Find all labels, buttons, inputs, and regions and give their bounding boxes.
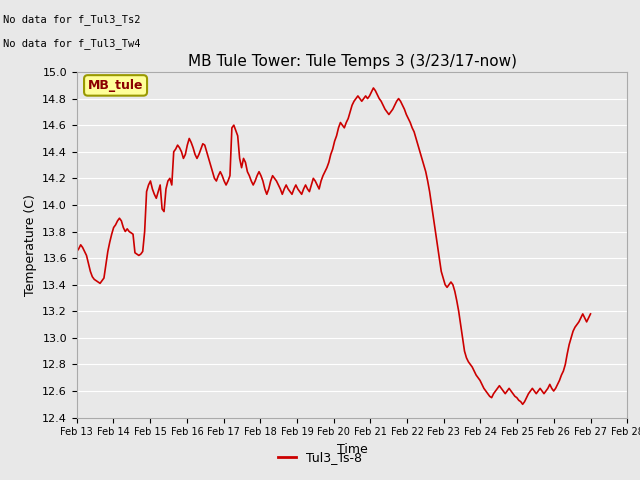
- Text: MB_tule: MB_tule: [88, 79, 143, 92]
- Text: No data for f_Tul3_Tw4: No data for f_Tul3_Tw4: [3, 38, 141, 49]
- Text: No data for f_Tul3_Ts2: No data for f_Tul3_Ts2: [3, 14, 141, 25]
- Title: MB Tule Tower: Tule Temps 3 (3/23/17-now): MB Tule Tower: Tule Temps 3 (3/23/17-now…: [188, 54, 516, 70]
- Y-axis label: Temperature (C): Temperature (C): [24, 194, 36, 296]
- Legend: Tul3_Ts-8: Tul3_Ts-8: [273, 446, 367, 469]
- X-axis label: Time: Time: [337, 443, 367, 456]
